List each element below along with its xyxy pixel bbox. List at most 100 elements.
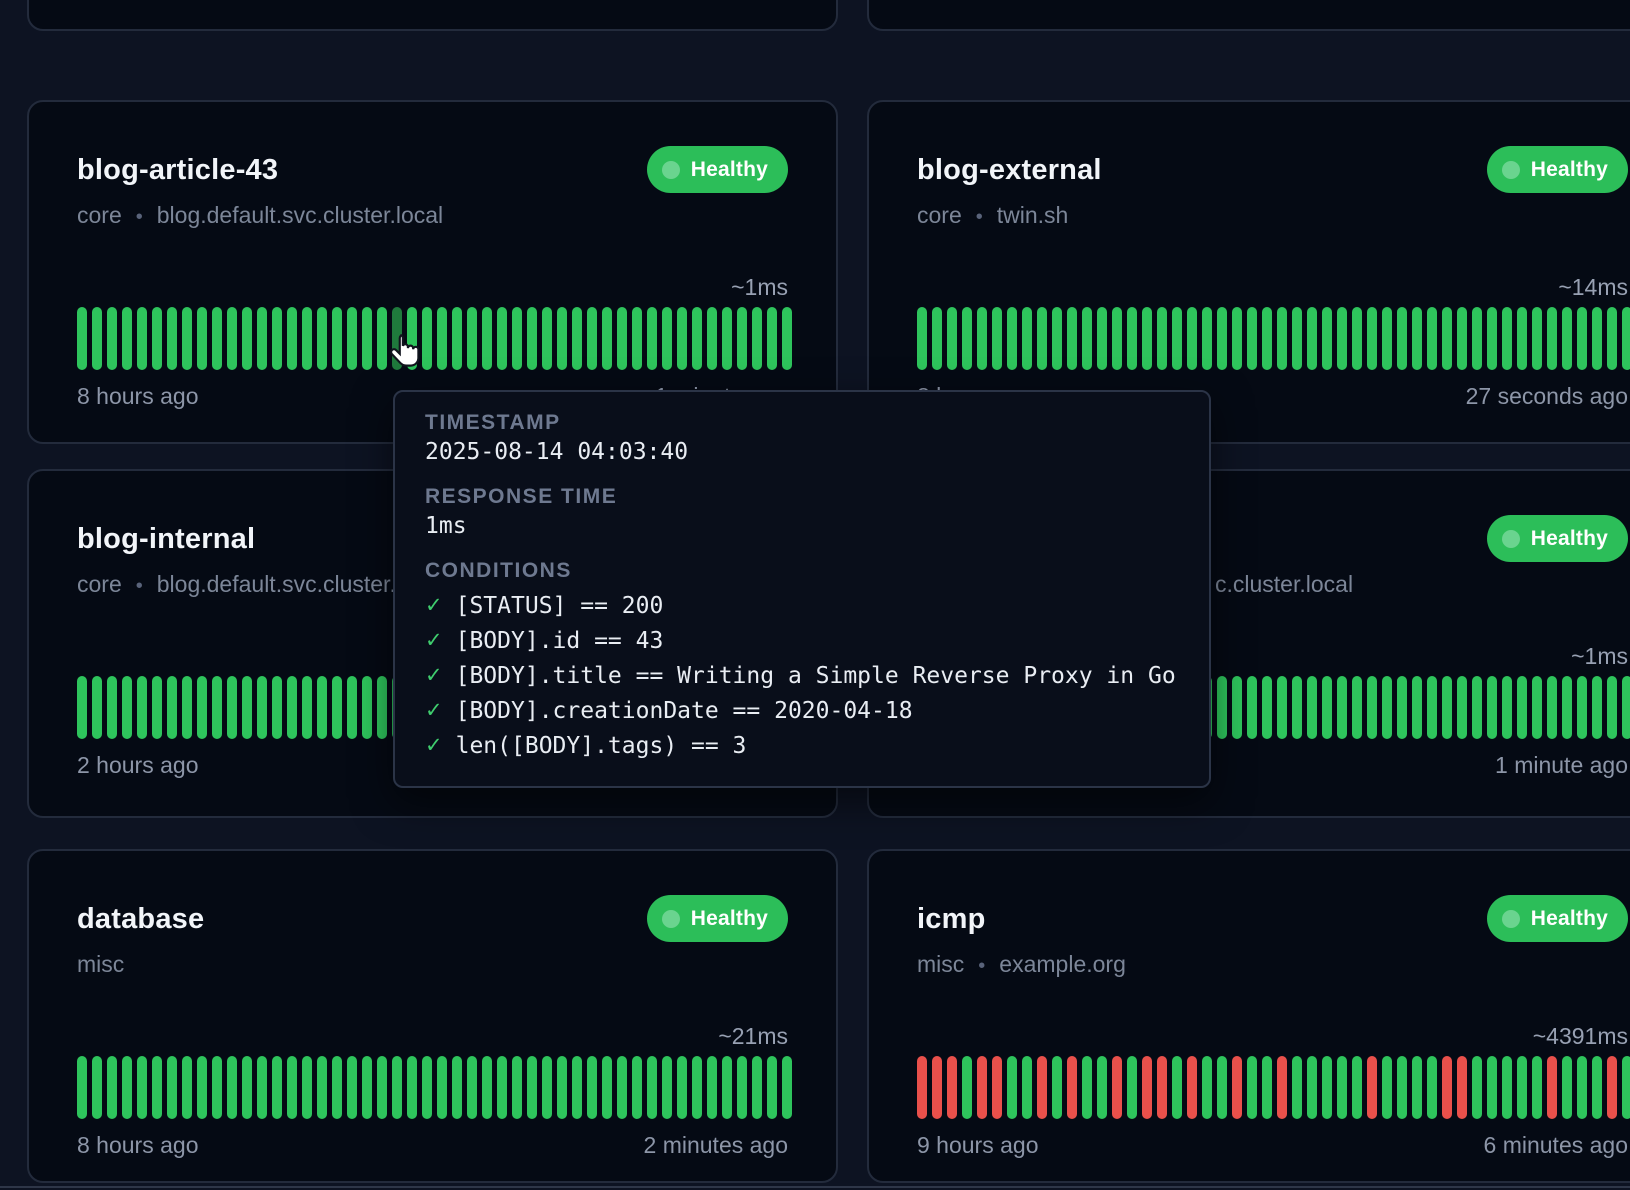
uptime-bar[interactable] <box>1427 307 1437 370</box>
uptime-bar[interactable] <box>1442 676 1452 739</box>
uptime-bar[interactable] <box>1337 1056 1347 1119</box>
uptime-bar[interactable] <box>1217 307 1227 370</box>
uptime-bar[interactable] <box>227 676 237 739</box>
uptime-bar[interactable] <box>1127 1056 1137 1119</box>
uptime-bar[interactable] <box>962 307 972 370</box>
uptime-bar[interactable] <box>1547 307 1557 370</box>
uptime-bar[interactable] <box>467 1056 477 1119</box>
uptime-bar[interactable] <box>167 1056 177 1119</box>
uptime-bar[interactable] <box>1202 1056 1212 1119</box>
uptime-bar[interactable] <box>497 307 507 370</box>
uptime-bar[interactable] <box>497 1056 507 1119</box>
uptime-bar[interactable] <box>512 1056 522 1119</box>
uptime-bar[interactable] <box>122 1056 132 1119</box>
uptime-bar[interactable] <box>1562 307 1572 370</box>
uptime-bar[interactable] <box>212 1056 222 1119</box>
uptime-bar[interactable] <box>677 1056 687 1119</box>
uptime-bar[interactable] <box>1247 1056 1257 1119</box>
uptime-bar[interactable] <box>587 307 597 370</box>
uptime-bar[interactable] <box>1592 1056 1602 1119</box>
uptime-bar[interactable] <box>767 1056 777 1119</box>
uptime-bar[interactable] <box>197 307 207 370</box>
uptime-bar[interactable] <box>1622 1056 1630 1119</box>
uptime-bar[interactable] <box>302 676 312 739</box>
uptime-bar[interactable] <box>137 1056 147 1119</box>
uptime-bar[interactable] <box>137 676 147 739</box>
uptime-bar[interactable] <box>1052 1056 1062 1119</box>
uptime-bar[interactable] <box>1517 676 1527 739</box>
uptime-bar[interactable] <box>962 1056 972 1119</box>
uptime-bar[interactable] <box>1532 676 1542 739</box>
uptime-bar[interactable] <box>1232 676 1242 739</box>
uptime-bar[interactable] <box>1067 307 1077 370</box>
uptime-bar[interactable] <box>1397 307 1407 370</box>
uptime-bar[interactable] <box>542 1056 552 1119</box>
uptime-bar[interactable] <box>587 1056 597 1119</box>
uptime-bar[interactable] <box>572 307 582 370</box>
uptime-bar[interactable] <box>287 307 297 370</box>
uptime-bar[interactable] <box>272 307 282 370</box>
uptime-bar[interactable] <box>1262 1056 1272 1119</box>
uptime-bar[interactable] <box>617 307 627 370</box>
uptime-bar[interactable] <box>407 1056 417 1119</box>
uptime-bar[interactable] <box>977 307 987 370</box>
uptime-bar[interactable] <box>167 307 177 370</box>
uptime-bar[interactable] <box>557 1056 567 1119</box>
uptime-bar[interactable] <box>257 676 267 739</box>
uptime-bar[interactable] <box>1487 307 1497 370</box>
uptime-bar[interactable] <box>1232 307 1242 370</box>
uptime-bar[interactable] <box>512 307 522 370</box>
service-card-partial-top-left[interactable] <box>27 0 838 31</box>
uptime-bar[interactable] <box>917 307 927 370</box>
uptime-bar[interactable] <box>1592 307 1602 370</box>
uptime-bar[interactable] <box>1532 1056 1542 1119</box>
uptime-bar[interactable] <box>1082 1056 1092 1119</box>
uptime-bar[interactable] <box>257 1056 267 1119</box>
uptime-bar[interactable] <box>557 307 567 370</box>
uptime-bar[interactable] <box>1337 676 1347 739</box>
uptime-bar[interactable] <box>347 1056 357 1119</box>
uptime-bar[interactable] <box>1157 307 1167 370</box>
uptime-bar[interactable] <box>92 676 102 739</box>
uptime-bar[interactable] <box>1202 307 1212 370</box>
uptime-bar[interactable] <box>677 307 687 370</box>
uptime-bar[interactable] <box>1562 676 1572 739</box>
uptime-bar[interactable] <box>1607 1056 1617 1119</box>
uptime-bar[interactable] <box>992 307 1002 370</box>
uptime-bar[interactable] <box>1262 676 1272 739</box>
uptime-bar[interactable] <box>1577 307 1587 370</box>
uptime-bar[interactable] <box>1427 1056 1437 1119</box>
uptime-bar[interactable] <box>1217 676 1227 739</box>
uptime-bar[interactable] <box>1247 307 1257 370</box>
uptime-bar[interactable] <box>482 307 492 370</box>
uptime-bar[interactable] <box>662 1056 672 1119</box>
uptime-bar[interactable] <box>1547 676 1557 739</box>
uptime-bar[interactable] <box>1262 307 1272 370</box>
uptime-bar[interactable] <box>947 307 957 370</box>
uptime-bar[interactable] <box>722 307 732 370</box>
uptime-bar[interactable] <box>92 307 102 370</box>
uptime-bar[interactable] <box>1232 1056 1242 1119</box>
uptime-bar[interactable] <box>1037 307 1047 370</box>
uptime-bar[interactable] <box>212 676 222 739</box>
uptime-bar[interactable] <box>377 1056 387 1119</box>
uptime-bar[interactable] <box>1502 307 1512 370</box>
uptime-bar[interactable] <box>182 676 192 739</box>
uptime-bar[interactable] <box>737 307 747 370</box>
uptime-bar[interactable] <box>1577 676 1587 739</box>
uptime-bar[interactable] <box>647 1056 657 1119</box>
uptime-bar[interactable] <box>1502 676 1512 739</box>
uptime-bar[interactable] <box>197 1056 207 1119</box>
uptime-bar[interactable] <box>1127 307 1137 370</box>
service-card-icmp[interactable]: icmp misc•example.org Healthy ~4391ms 9 … <box>867 849 1630 1183</box>
uptime-bar[interactable] <box>752 307 762 370</box>
uptime-bar[interactable] <box>317 307 327 370</box>
uptime-bar[interactable] <box>377 676 387 739</box>
service-card-partial-top-right[interactable] <box>867 0 1630 31</box>
uptime-bar[interactable] <box>1022 1056 1032 1119</box>
uptime-bar[interactable] <box>137 307 147 370</box>
uptime-bar[interactable] <box>1022 307 1032 370</box>
uptime-bar[interactable] <box>422 1056 432 1119</box>
uptime-bar[interactable] <box>932 1056 942 1119</box>
uptime-bar[interactable] <box>1367 1056 1377 1119</box>
